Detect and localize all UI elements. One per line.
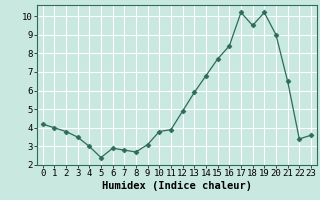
X-axis label: Humidex (Indice chaleur): Humidex (Indice chaleur) [102, 181, 252, 191]
